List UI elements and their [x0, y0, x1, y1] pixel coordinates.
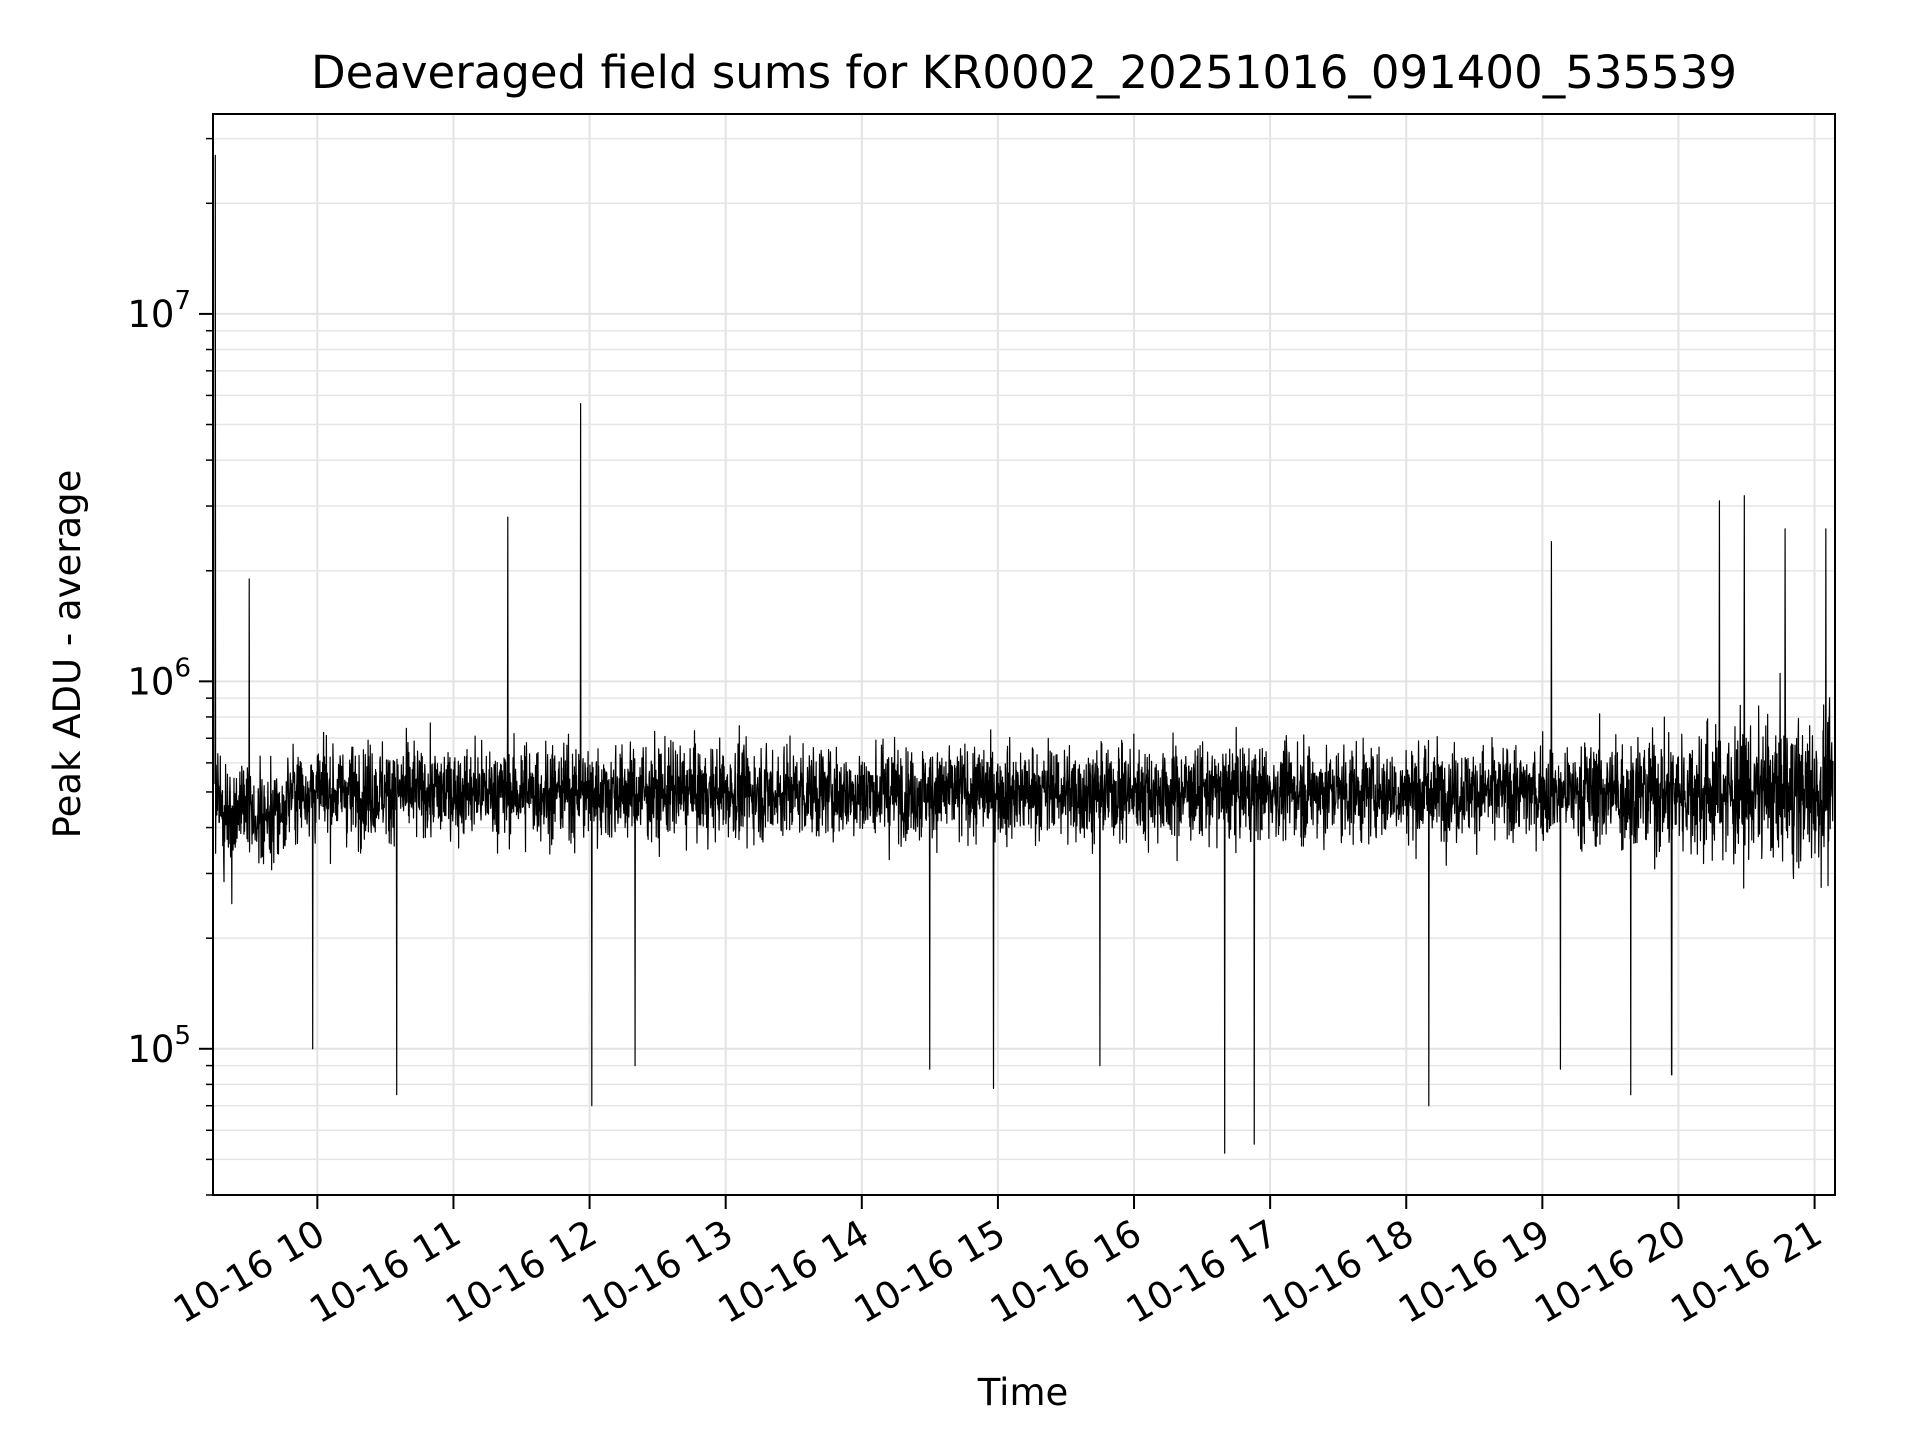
x-tick-label: 10-16 13	[575, 1212, 741, 1332]
x-tick-label: 10-16 21	[1664, 1212, 1830, 1332]
series-line	[214, 154, 1834, 1154]
x-tick-label: 10-16 10	[166, 1212, 332, 1332]
x-tick-label: 10-16 18	[1255, 1212, 1421, 1332]
y-axis: 105 106 107	[127, 137, 213, 1196]
chart-title: Deaveraged field sums for KR0002_2025101…	[311, 46, 1737, 99]
plot-area	[214, 154, 1834, 1154]
y-tick-label: 107	[127, 286, 191, 336]
x-tick-label: 10-16 12	[439, 1212, 605, 1332]
x-tick-label: 10-16 17	[1119, 1212, 1285, 1332]
x-tick-label: 10-16 15	[847, 1212, 1013, 1332]
x-tick-label: 10-16 14	[711, 1212, 877, 1332]
x-axis-label: Time	[977, 1371, 1069, 1414]
y-tick-label: 106	[127, 653, 191, 703]
x-tick-label: 10-16 19	[1391, 1212, 1557, 1332]
y-axis-label: Peak ADU - average	[46, 470, 89, 839]
grid	[213, 114, 1835, 1196]
x-tick-label: 10-16 16	[983, 1212, 1149, 1332]
axes-frame	[212, 113, 1836, 1196]
y-tick-label: 105	[127, 1021, 191, 1071]
x-tick-label: 10-16 20	[1527, 1212, 1693, 1332]
x-tick-label: 10-16 11	[302, 1212, 468, 1332]
